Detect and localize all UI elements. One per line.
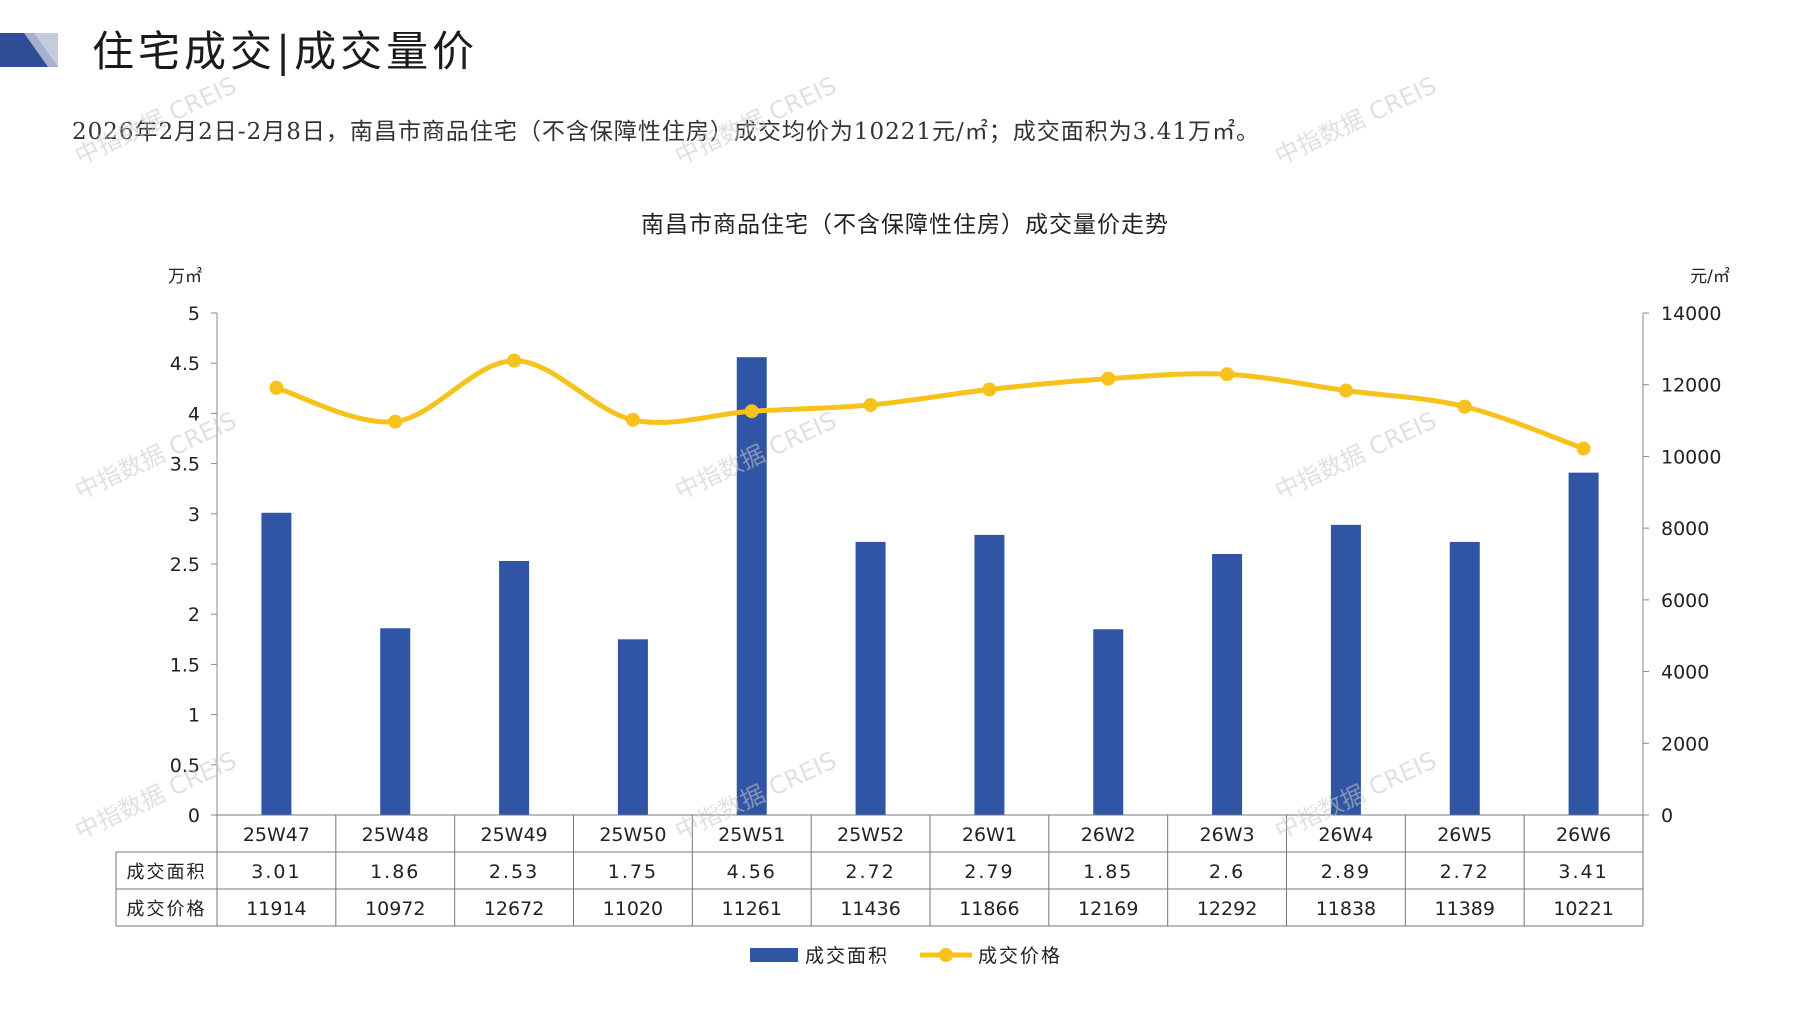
bar-26W4 (1330, 524, 1361, 815)
bar-25W50 (617, 639, 648, 815)
price-point-26W5 (1457, 399, 1472, 414)
x-tick-label: 26W4 (1318, 824, 1373, 846)
x-tick-label: 26W2 (1081, 824, 1136, 846)
price-data-label: 10972 (365, 898, 425, 920)
y-left-tick-label: 3.5 (170, 454, 200, 476)
area-data-label: 2.79 (964, 861, 1014, 883)
bar-25W48 (380, 628, 411, 815)
price-point-25W50 (625, 412, 640, 427)
y-left-tick-label: 0.5 (170, 755, 200, 777)
bar-26W1 (974, 534, 1005, 815)
area-data-label: 1.75 (608, 861, 658, 883)
price-point-25W52 (863, 397, 878, 412)
watermark-text: 中指数据 CREIS (1271, 406, 1441, 505)
area-data-label: 3.01 (251, 861, 301, 883)
x-tick-label: 25W49 (481, 824, 548, 846)
y-left-tick-label: 1 (188, 705, 200, 727)
price-data-label: 12169 (1078, 898, 1138, 920)
legend-price-marker (939, 948, 953, 962)
bar-26W2 (1093, 629, 1124, 815)
x-tick-label: 25W47 (243, 824, 310, 846)
legend-area-swatch (750, 948, 798, 962)
y-left-unit: 万㎡ (168, 267, 202, 287)
area-data-label: 2.72 (1440, 861, 1490, 883)
y-right-tick-label: 2000 (1661, 733, 1709, 755)
price-data-label: 10221 (1553, 898, 1613, 920)
price-point-26W2 (1101, 371, 1116, 386)
area-data-label: 1.85 (1083, 861, 1133, 883)
x-tick-label: 26W1 (962, 824, 1017, 846)
y-left-tick-label: 1.5 (170, 654, 200, 676)
y-left-tick-label: 4.5 (170, 353, 200, 375)
bar-25W52 (855, 541, 886, 815)
y-right-unit: 元/㎡ (1690, 267, 1730, 287)
price-data-label: 11838 (1316, 898, 1376, 920)
y-right-tick-label: 12000 (1661, 375, 1721, 397)
area-data-label: 2.6 (1209, 861, 1245, 883)
bar-25W47 (261, 512, 292, 815)
price-data-label: 11020 (603, 898, 663, 920)
y-right-tick-label: 4000 (1661, 662, 1709, 684)
price-data-label: 12672 (484, 898, 544, 920)
table-row-header-price: 成交价格 (127, 899, 207, 920)
price-data-label: 11261 (722, 898, 782, 920)
y-left-tick-label: 2 (188, 604, 200, 626)
y-left-tick-label: 4 (188, 403, 200, 425)
area-data-label: 2.53 (489, 861, 539, 883)
summary-text: 2026年2月2日-2月8日，南昌市商品住宅（不含保障性住房）成交均价为1022… (72, 119, 1260, 145)
x-tick-label: 25W50 (599, 824, 666, 846)
bar-26W6 (1568, 472, 1599, 815)
price-point-26W4 (1338, 383, 1353, 398)
price-point-26W6 (1576, 441, 1591, 456)
price-point-26W1 (982, 382, 997, 397)
area-data-label: 3.41 (1558, 861, 1608, 883)
y-left-tick-label: 3 (188, 504, 200, 526)
chart-title: 南昌市商品住宅（不含保障性住房）成交量价走势 (641, 212, 1169, 238)
page-title: 住宅成交|成交量价 (92, 27, 479, 76)
area-data-label: 2.72 (845, 861, 895, 883)
watermark-text: 中指数据 CREIS (1271, 71, 1441, 170)
price-data-label: 11866 (959, 898, 1019, 920)
y-right-tick-label: 8000 (1661, 518, 1709, 540)
y-right-tick-label: 14000 (1661, 303, 1721, 325)
price-point-25W49 (507, 353, 522, 368)
x-tick-label: 25W51 (718, 824, 785, 846)
price-point-25W47 (269, 380, 284, 395)
bar-26W3 (1212, 553, 1243, 815)
price-point-25W51 (744, 404, 759, 419)
y-left-tick-label: 0 (188, 805, 200, 827)
price-point-26W3 (1220, 367, 1235, 382)
legend-area-label: 成交面积 (805, 945, 889, 967)
table-row-header-area: 成交面积 (127, 862, 207, 883)
watermark-text: 中指数据 CREIS (71, 406, 241, 505)
price-data-label: 12292 (1197, 898, 1257, 920)
area-data-label: 4.56 (727, 861, 777, 883)
price-line (275, 358, 1585, 451)
y-right-tick-label: 6000 (1661, 590, 1709, 612)
y-left-tick-label: 5 (188, 303, 200, 325)
price-data-label: 11914 (246, 898, 306, 920)
bar-26W5 (1449, 541, 1480, 815)
price-data-label: 11389 (1435, 898, 1495, 920)
y-left-tick-label: 2.5 (170, 554, 200, 576)
bar-25W49 (499, 560, 530, 815)
x-tick-label: 25W52 (837, 824, 904, 846)
area-data-label: 2.89 (1321, 861, 1371, 883)
legend-price-label: 成交价格 (978, 945, 1062, 967)
bar-25W51 (736, 357, 767, 815)
x-tick-label: 26W5 (1437, 824, 1492, 846)
x-tick-label: 25W48 (362, 824, 429, 846)
area-data-label: 1.86 (370, 861, 420, 883)
y-right-tick-label: 0 (1661, 805, 1673, 827)
watermark-text: 中指数据 CREIS (71, 746, 241, 845)
watermark-text: 中指数据 CREIS (671, 71, 841, 170)
watermark-text: 中指数据 CREIS (71, 71, 241, 170)
y-right-tick-label: 10000 (1661, 446, 1721, 468)
brand-logo (0, 33, 58, 67)
price-data-label: 11436 (840, 898, 900, 920)
x-tick-label: 26W6 (1556, 824, 1611, 846)
x-tick-label: 26W3 (1200, 824, 1255, 846)
price-point-25W48 (388, 414, 403, 429)
